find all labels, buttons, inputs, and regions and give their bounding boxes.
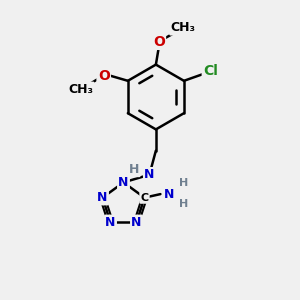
Text: H: H (179, 199, 189, 208)
Text: CH₃: CH₃ (68, 83, 93, 96)
Text: H: H (129, 163, 139, 176)
Text: N: N (144, 168, 154, 181)
Text: CH₃: CH₃ (170, 21, 196, 34)
Text: N: N (164, 188, 174, 201)
Text: Cl: Cl (203, 64, 218, 78)
Text: N: N (118, 176, 129, 189)
Text: C: C (140, 193, 148, 202)
Text: N: N (97, 191, 108, 204)
Text: O: O (98, 68, 109, 83)
Text: N: N (131, 216, 142, 229)
Text: N: N (105, 216, 116, 229)
Text: H: H (179, 178, 189, 188)
Text: O: O (153, 34, 165, 49)
